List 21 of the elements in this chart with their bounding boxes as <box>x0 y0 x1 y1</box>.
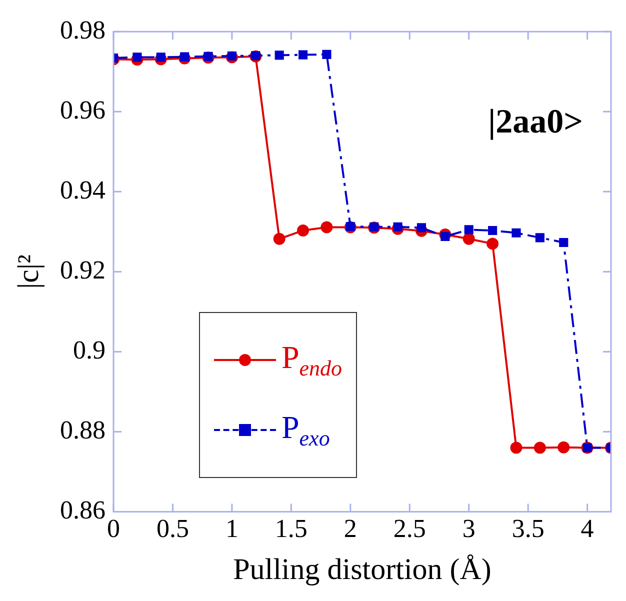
y-tick-label: 0.9 <box>73 336 106 365</box>
x-tick-label: 1.5 <box>274 514 308 544</box>
y-axis-title: |c|² <box>12 254 45 289</box>
x-tick-label: 2.5 <box>393 514 426 544</box>
legend-label: P$_{exo}$ <box>282 408 330 451</box>
x-tick-label: 0.5 <box>156 514 189 544</box>
x-tick-label: 1 <box>225 514 238 544</box>
x-tick-label: 3 <box>462 514 476 544</box>
annotation: |2aa0> <box>488 103 583 140</box>
legend-label: P$_{endo}$ <box>282 338 342 381</box>
y-tick-label: 0.92 <box>60 256 106 285</box>
y-tick-label: 0.88 <box>60 416 106 445</box>
x-tick-label: 4 <box>580 514 594 544</box>
y-tick-label: 0.86 <box>60 496 106 525</box>
x-tick-label: 3.5 <box>512 514 544 544</box>
x-axis-title: Pulling distortion (Å) <box>233 552 492 586</box>
x-tick-label: 0 <box>107 514 120 544</box>
y-tick-label: 0.96 <box>60 95 106 124</box>
y-tick-label: 0.98 <box>60 15 106 44</box>
x-tick-label: 2 <box>344 514 357 544</box>
y-tick-label: 0.94 <box>60 175 106 204</box>
